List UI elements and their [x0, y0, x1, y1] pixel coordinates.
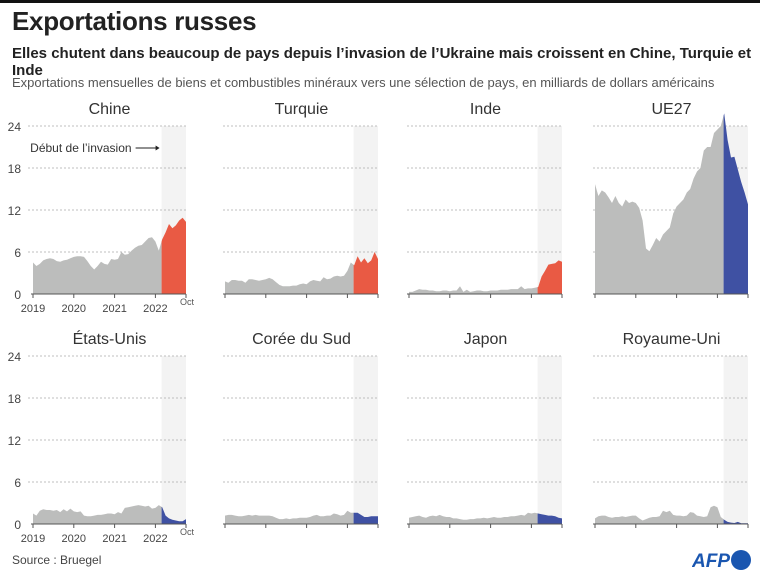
chart-description: Exportations mensuelles de biens et comb…: [12, 75, 715, 90]
area-post-invasion: [353, 252, 378, 294]
panel-japon: Japon: [407, 331, 563, 528]
panel-title: Royaume-Uni: [623, 331, 721, 348]
panel-title: États-Unis: [73, 329, 147, 348]
panel-turquie: Turquie: [223, 101, 379, 298]
panel-inde: Inde: [407, 101, 563, 298]
area-pre-invasion: [409, 286, 538, 294]
x-tick-label: 2019: [21, 533, 45, 545]
y-tick-label: 12: [8, 434, 22, 448]
invasion-band: [723, 356, 748, 524]
area-post-invasion: [353, 512, 378, 524]
y-tick-label: 6: [14, 476, 21, 490]
y-tick-label: 0: [14, 518, 21, 532]
x-tick-label: 2020: [62, 303, 86, 315]
area-post-invasion: [161, 217, 186, 294]
y-tick-label: 18: [8, 162, 22, 176]
panel-royaume-uni: Royaume-Uni: [593, 331, 749, 528]
y-tick-label: 18: [8, 392, 22, 406]
chart-subtitle: Elles chutent dans beaucoup de pays depu…: [12, 45, 752, 79]
x-tick-label-oct: Oct: [180, 527, 195, 537]
area-pre-invasion: [33, 505, 162, 524]
panel-chine: 0 6 12 18 24 2019 2020 2021 2022 Oct Chine Début de…: [8, 101, 195, 315]
y-tick-label: 6: [14, 246, 21, 260]
area-pre-invasion: [595, 505, 724, 524]
panel-title: Japon: [464, 331, 508, 348]
area-post-invasion: [723, 519, 748, 524]
area-pre-invasion: [225, 510, 354, 524]
x-tick-label: 2020: [62, 533, 86, 545]
panel-title: Turquie: [275, 101, 329, 118]
x-tick-label: 2021: [102, 303, 126, 315]
chart-title: Exportations russes: [12, 6, 257, 36]
panel-corée-du-sud: Corée du Sud: [223, 331, 379, 528]
x-tick-label: 2022: [143, 533, 167, 545]
x-tick-label-oct: Oct: [180, 297, 195, 307]
y-tick-label: 24: [8, 350, 22, 364]
y-tick-label: 12: [8, 204, 22, 218]
area-post-invasion: [537, 260, 562, 294]
area-pre-invasion: [595, 115, 724, 295]
svg-text:AFP: AFP: [692, 551, 730, 572]
x-tick-label: 2021: [102, 533, 126, 545]
afp-logo: AFP: [692, 550, 751, 572]
panel-ue27: UE27: [593, 101, 749, 298]
invasion-annotation: Début de l’invasion: [30, 141, 131, 155]
top-bar: [0, 0, 760, 3]
area-pre-invasion: [225, 262, 354, 294]
invasion-band: [353, 356, 378, 524]
y-tick-label: 24: [8, 120, 22, 134]
panel-title: Corée du Sud: [252, 331, 351, 348]
arrowhead-icon: [155, 145, 160, 151]
area-pre-invasion: [33, 237, 162, 294]
panel-title: Inde: [470, 101, 501, 118]
panel-title: UE27: [651, 101, 691, 118]
y-tick-label: 0: [14, 288, 21, 302]
panel-title: Chine: [89, 101, 131, 118]
area-post-invasion: [161, 506, 186, 524]
x-tick-label: 2019: [21, 303, 45, 315]
source-note: Source : Bruegel: [12, 553, 102, 567]
area-post-invasion: [537, 513, 562, 524]
x-tick-label: 2022: [143, 303, 167, 315]
area-pre-invasion: [409, 512, 538, 524]
panel-états-unis: 0 6 12 18 24 2019 2020 2021 2022 Oct États-Unis: [8, 329, 195, 545]
invasion-band: [537, 356, 562, 524]
area-post-invasion: [723, 113, 748, 295]
